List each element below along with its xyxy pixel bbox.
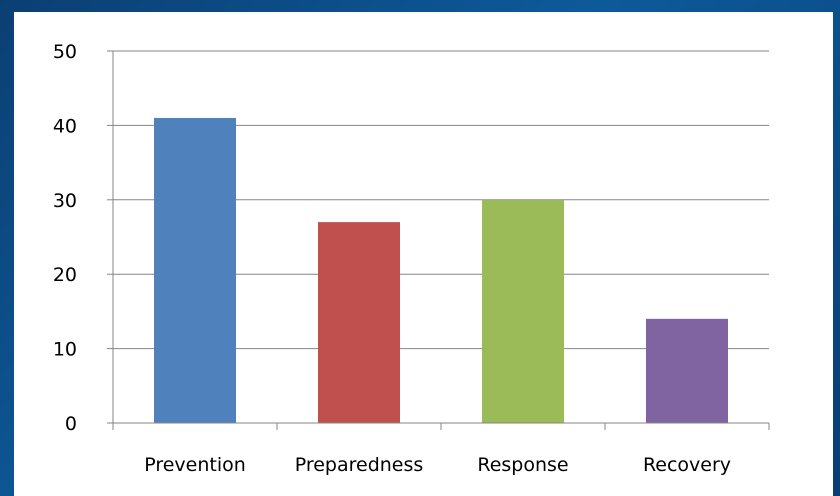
x-axis [112, 422, 770, 430]
y-tick-label: 10 [53, 339, 77, 361]
x-category-label: Prevention [144, 454, 246, 476]
bar-recovery [646, 318, 728, 423]
x-category-label: Response [477, 454, 568, 476]
y-tick-label: 20 [53, 264, 77, 286]
x-category-labels: Prevention Preparedness Response Recovery [144, 454, 731, 476]
bars [154, 117, 728, 424]
y-tick-label: 50 [53, 41, 77, 63]
y-tick-label: 0 [65, 413, 77, 435]
bar-response [482, 199, 564, 423]
bar-prevention [154, 117, 236, 424]
y-axis-ticks: 0 10 20 30 40 50 [53, 41, 114, 435]
x-category-label: Recovery [643, 454, 731, 476]
y-tick-label: 30 [53, 190, 77, 212]
bar-preparedness [318, 222, 400, 423]
y-tick-label: 40 [53, 115, 77, 137]
x-category-label: Preparedness [295, 454, 424, 476]
